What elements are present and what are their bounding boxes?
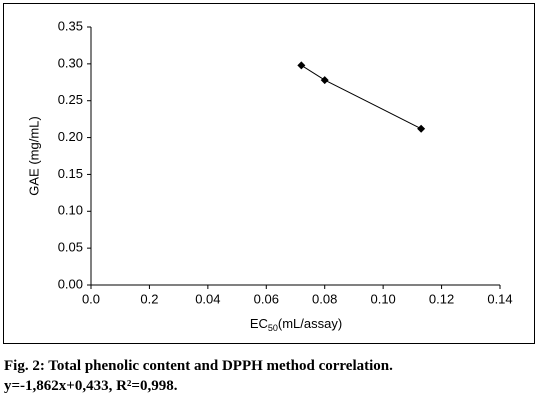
x-tick-label: 0.10 (370, 291, 395, 306)
x-label-sub: 50 (268, 323, 278, 333)
x-label-main: EC (250, 316, 268, 331)
point (320, 76, 329, 85)
x-tick-label: 0.04 (195, 291, 220, 306)
x-tick-label: 0.2 (140, 291, 158, 306)
x-tick-label: 0.14 (487, 291, 512, 306)
y-axis-label: GAE (mg/mL) (26, 116, 41, 195)
y-tick-label: 0.30 (58, 55, 83, 70)
y-tick-label: 0.20 (58, 129, 83, 144)
y-tick-label: 0.15 (58, 166, 83, 181)
x-tick-label: 0.12 (429, 291, 454, 306)
chart-frame (3, 3, 535, 344)
x-label-rest: (mL/assay) (278, 316, 342, 331)
point (297, 61, 306, 70)
caption-line-2: y=-1,862x+0,433, R²=0,998. (4, 378, 178, 394)
series-line (301, 64, 422, 130)
x-tick-label: 0.08 (312, 291, 337, 306)
x-tick-label: 0.06 (254, 291, 279, 306)
y-tick-label: 0.25 (58, 92, 83, 107)
y-tick-label: 0.05 (58, 240, 83, 255)
caption-line-1: Fig. 2: Total phenolic content and DPPH … (4, 358, 393, 374)
y-tick-label: 0.10 (58, 203, 83, 218)
point (417, 124, 426, 133)
x-tick-label: 0.0 (82, 291, 100, 306)
chart: GAE (mg/mL) EC50(mL/assay) 0.00 0.05 0.10 0… (3, 3, 535, 344)
y-tick-label: 0.35 (58, 18, 83, 33)
y-tick-label: 0.00 (58, 276, 83, 291)
x-axis-label: EC50(mL/assay) (250, 316, 342, 333)
